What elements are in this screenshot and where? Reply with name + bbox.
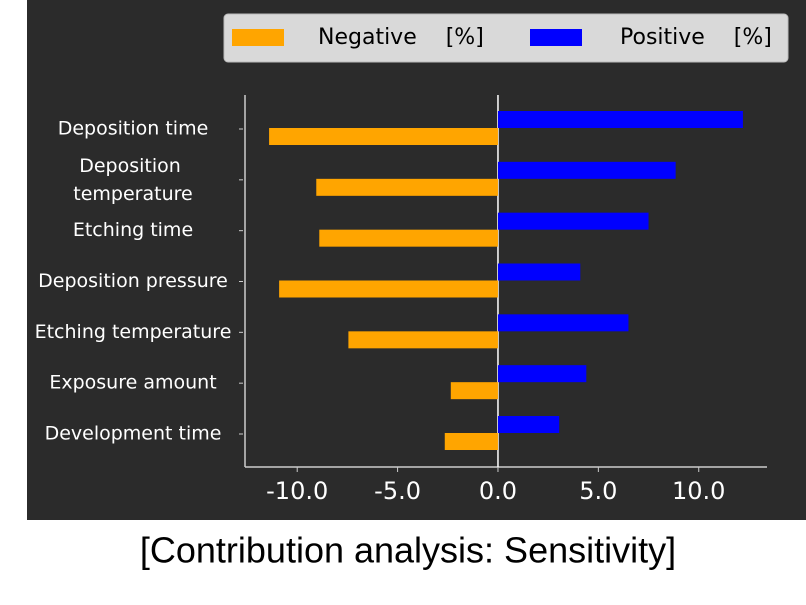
legend-box bbox=[223, 13, 789, 63]
x-tick-label: 5.0 bbox=[579, 477, 617, 505]
y-tick-label: Deposition time bbox=[58, 118, 209, 140]
bar bbox=[497, 111, 743, 128]
bar bbox=[269, 128, 498, 145]
bar bbox=[497, 161, 676, 179]
bar bbox=[319, 229, 498, 247]
x-tick-label: -5.0 bbox=[374, 477, 421, 505]
bar bbox=[450, 382, 498, 400]
x-tick-label: 10.0 bbox=[672, 477, 725, 505]
x-tick-label: 0.0 bbox=[479, 477, 517, 505]
y-tick-label: Exposure amount bbox=[49, 372, 216, 394]
legend-label: Positive [%] bbox=[620, 25, 772, 50]
caption: [Contribution analysis: Sensitivity] bbox=[140, 530, 676, 571]
bar bbox=[348, 331, 498, 349]
bar bbox=[497, 365, 587, 383]
legend-swatch bbox=[232, 29, 284, 46]
legend-label: Negative [%] bbox=[318, 25, 484, 50]
bar bbox=[497, 212, 649, 230]
y-tick-label: Etching time bbox=[73, 219, 193, 241]
bar bbox=[497, 263, 581, 281]
y-tick-label: Deposition pressure bbox=[38, 270, 228, 292]
legend-swatch bbox=[530, 29, 582, 46]
bar bbox=[279, 280, 498, 298]
bar bbox=[444, 433, 498, 450]
bar bbox=[497, 314, 629, 332]
x-tick-label: -10.0 bbox=[266, 477, 328, 505]
plot-background bbox=[27, 0, 806, 520]
y-tick-label: Deposition temperature bbox=[73, 154, 192, 204]
y-tick-label: Development time bbox=[45, 423, 222, 445]
bar bbox=[497, 416, 560, 433]
bar bbox=[316, 178, 498, 196]
y-tick-label: Etching temperature bbox=[35, 321, 232, 343]
